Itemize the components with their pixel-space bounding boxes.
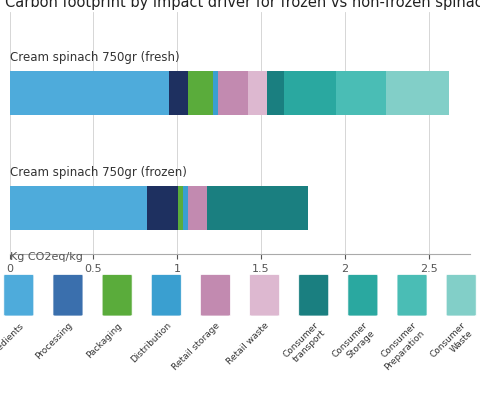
Text: Kg CO2eq/kg: Kg CO2eq/kg bbox=[10, 252, 83, 262]
FancyBboxPatch shape bbox=[151, 275, 181, 316]
Bar bbox=[188, 71, 213, 115]
Bar bbox=[178, 186, 183, 230]
Bar bbox=[10, 186, 147, 230]
Bar bbox=[188, 186, 207, 230]
Text: Consumer
Storage: Consumer Storage bbox=[330, 321, 377, 367]
Text: Consumer
Preparation: Consumer Preparation bbox=[375, 321, 426, 372]
FancyBboxPatch shape bbox=[53, 275, 83, 316]
Text: Consumer
Waste: Consumer Waste bbox=[429, 321, 475, 367]
Bar bbox=[386, 71, 449, 115]
Bar bbox=[147, 186, 178, 230]
FancyBboxPatch shape bbox=[446, 275, 476, 316]
Text: Consumer
transport: Consumer transport bbox=[281, 321, 327, 367]
Text: Cream spinach 750gr (frozen): Cream spinach 750gr (frozen) bbox=[10, 166, 186, 179]
Text: Processing: Processing bbox=[34, 321, 74, 361]
Text: Carbon footprint by impact driver for frozen vs non-frozen spinach: Carbon footprint by impact driver for fr… bbox=[5, 0, 480, 10]
FancyBboxPatch shape bbox=[201, 275, 230, 316]
FancyBboxPatch shape bbox=[4, 275, 34, 316]
Bar bbox=[336, 71, 386, 115]
Bar bbox=[10, 71, 169, 115]
Text: Distribution: Distribution bbox=[129, 321, 173, 365]
Bar bbox=[213, 71, 218, 115]
FancyBboxPatch shape bbox=[348, 275, 378, 316]
Bar bbox=[248, 71, 267, 115]
FancyBboxPatch shape bbox=[250, 275, 279, 316]
FancyBboxPatch shape bbox=[102, 275, 132, 316]
FancyBboxPatch shape bbox=[299, 275, 329, 316]
Bar bbox=[218, 71, 248, 115]
Bar bbox=[207, 186, 308, 230]
Bar bbox=[284, 71, 336, 115]
Text: Ingredients: Ingredients bbox=[0, 321, 25, 364]
Text: Retail storage: Retail storage bbox=[171, 321, 222, 372]
Text: Retail waste: Retail waste bbox=[225, 321, 271, 366]
Text: Cream spinach 750gr (fresh): Cream spinach 750gr (fresh) bbox=[10, 51, 179, 64]
Bar bbox=[183, 186, 188, 230]
Text: Packaging: Packaging bbox=[84, 321, 123, 360]
FancyBboxPatch shape bbox=[397, 275, 427, 316]
Bar bbox=[169, 71, 188, 115]
Bar bbox=[267, 71, 284, 115]
